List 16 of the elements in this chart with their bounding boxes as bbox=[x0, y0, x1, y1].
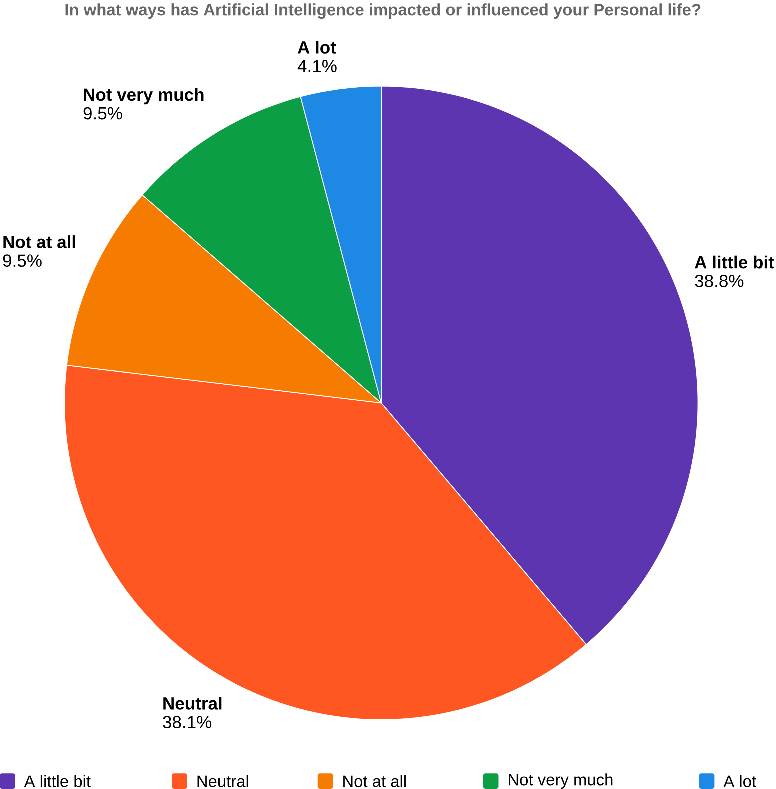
legend-label: A lot bbox=[724, 775, 757, 788]
data-label: 9.5% bbox=[84, 107, 123, 120]
chart-title: In what ways has Artificial Intelligence impacted or influenced your Personal life? bbox=[66, 4, 701, 20]
data-label: 9.5% bbox=[4, 254, 42, 268]
data-label: 4.1% bbox=[298, 60, 338, 72]
slice-label: Not at all bbox=[4, 236, 76, 248]
slice-label: A lot bbox=[298, 41, 336, 54]
slice-label: A little bit bbox=[695, 256, 774, 269]
data-label: 38.1% bbox=[163, 716, 212, 729]
legend-label: Not very much bbox=[509, 774, 613, 789]
slice-label: Not very much bbox=[84, 88, 204, 105]
legend-label: Neutral bbox=[198, 775, 249, 788]
legend-label: Not at all bbox=[344, 775, 406, 788]
data-label: 38.8% bbox=[695, 274, 744, 288]
slice-label: Neutral bbox=[164, 697, 222, 710]
legend-label: A little bit bbox=[24, 775, 92, 788]
